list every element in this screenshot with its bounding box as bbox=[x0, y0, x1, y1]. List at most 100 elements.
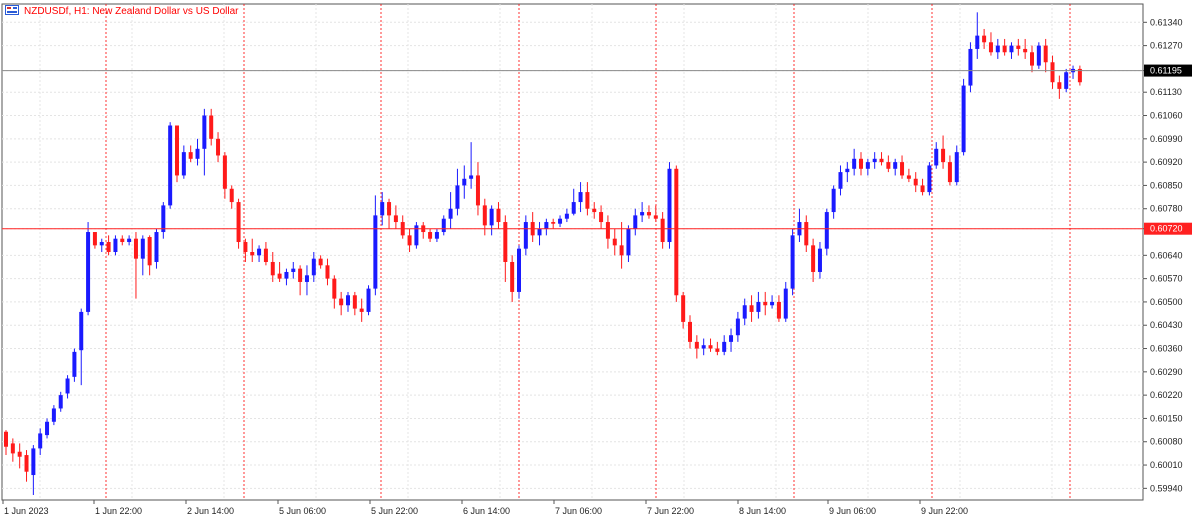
candle-body bbox=[564, 213, 569, 219]
candle-body bbox=[106, 242, 111, 252]
candle-body bbox=[58, 395, 63, 409]
candle-body bbox=[434, 232, 439, 239]
candle-body bbox=[1043, 45, 1048, 63]
candle-body bbox=[1050, 62, 1055, 83]
candle-body bbox=[222, 155, 227, 189]
candle-body bbox=[804, 222, 809, 246]
candle-body bbox=[790, 235, 795, 289]
candle-body bbox=[209, 115, 214, 139]
candle-body bbox=[346, 295, 350, 306]
price-label: 0.60990 bbox=[1150, 134, 1183, 144]
bid-price-tag-text: 0.61195 bbox=[1150, 66, 1182, 76]
candle-body bbox=[688, 321, 692, 342]
candle-body bbox=[708, 345, 713, 349]
candle-body bbox=[250, 252, 255, 256]
candle-body bbox=[263, 248, 268, 262]
price-label: 0.60080 bbox=[1150, 437, 1183, 447]
candle-body bbox=[154, 232, 159, 262]
candle-body bbox=[475, 175, 480, 206]
candle-body bbox=[954, 152, 959, 183]
candle-body bbox=[168, 125, 173, 206]
price-label: 0.61130 bbox=[1150, 87, 1182, 97]
candle-body bbox=[10, 443, 15, 454]
candle-body bbox=[72, 351, 77, 377]
candle-body bbox=[865, 162, 870, 169]
bid-price-tag bbox=[1144, 64, 1192, 77]
candle-body bbox=[845, 168, 850, 173]
candle-body bbox=[523, 222, 528, 249]
candle-body bbox=[633, 215, 638, 229]
price-label: 0.60850 bbox=[1150, 180, 1183, 190]
candle-body bbox=[202, 115, 207, 149]
candle-body bbox=[811, 245, 816, 272]
candle-body bbox=[817, 248, 822, 272]
candle-body bbox=[776, 301, 781, 319]
candle-body bbox=[147, 237, 152, 266]
candle-body bbox=[831, 188, 836, 213]
candle-body bbox=[742, 305, 747, 319]
candle-body bbox=[735, 318, 740, 336]
candle-body bbox=[86, 232, 91, 312]
time-label: 1 Jun 2023 bbox=[4, 506, 49, 516]
candle-body bbox=[482, 205, 487, 226]
candle-body bbox=[441, 218, 446, 233]
candle-body bbox=[893, 162, 898, 169]
candle-body bbox=[934, 148, 939, 166]
candle-body bbox=[38, 433, 43, 449]
candle-body bbox=[626, 228, 631, 256]
candle-body bbox=[448, 208, 453, 219]
candle-body bbox=[4, 431, 8, 447]
candle-body bbox=[510, 261, 515, 292]
candle-body bbox=[640, 212, 645, 216]
time-label: 6 Jun 14:00 bbox=[463, 506, 510, 516]
chart-frame bbox=[1, 3, 1144, 501]
candle-body bbox=[45, 421, 50, 436]
candle-body bbox=[387, 202, 392, 216]
candle-body bbox=[886, 162, 891, 169]
hline-price-tag bbox=[1144, 222, 1192, 235]
candle-body bbox=[455, 185, 460, 209]
candle-body bbox=[1002, 45, 1007, 53]
candle-body bbox=[359, 308, 364, 312]
candle-body bbox=[660, 218, 665, 243]
candle-body bbox=[927, 165, 932, 193]
candle-body bbox=[900, 162, 905, 176]
candle-body bbox=[729, 335, 734, 342]
candle-body bbox=[188, 152, 193, 159]
candle-body bbox=[722, 341, 727, 352]
candle-body bbox=[229, 188, 234, 203]
candle-body bbox=[872, 158, 877, 163]
candle-body bbox=[216, 138, 221, 156]
candle-body bbox=[407, 235, 412, 246]
candle-body bbox=[667, 168, 672, 243]
candle-body bbox=[175, 125, 179, 176]
candle-body bbox=[51, 408, 56, 422]
candle-body bbox=[304, 275, 309, 282]
candle-body bbox=[701, 345, 706, 349]
candle-body bbox=[558, 218, 563, 224]
candle-body bbox=[859, 158, 863, 169]
candle-body bbox=[469, 175, 474, 179]
candle-body bbox=[599, 212, 604, 223]
candle-body bbox=[1057, 82, 1062, 89]
candle-body bbox=[393, 215, 398, 223]
candlesticks bbox=[4, 12, 1082, 496]
candle-body bbox=[585, 192, 590, 209]
candle-body bbox=[366, 288, 371, 312]
price-label: 0.60640 bbox=[1150, 250, 1183, 260]
candle-body bbox=[551, 222, 556, 224]
candle-body bbox=[544, 222, 549, 229]
candle-body bbox=[947, 162, 952, 183]
time-label: 5 Jun 06:00 bbox=[279, 506, 326, 516]
time-label: 8 Jun 14:00 bbox=[739, 506, 786, 516]
candle-body bbox=[1016, 45, 1021, 49]
candle-body bbox=[756, 301, 761, 312]
candle-body bbox=[92, 232, 97, 246]
price-label: 0.61270 bbox=[1150, 41, 1183, 51]
candle-body bbox=[749, 305, 754, 312]
candle-body bbox=[17, 451, 22, 457]
candle-body bbox=[243, 242, 248, 252]
candle-body bbox=[694, 341, 699, 349]
candle-body bbox=[968, 48, 973, 86]
